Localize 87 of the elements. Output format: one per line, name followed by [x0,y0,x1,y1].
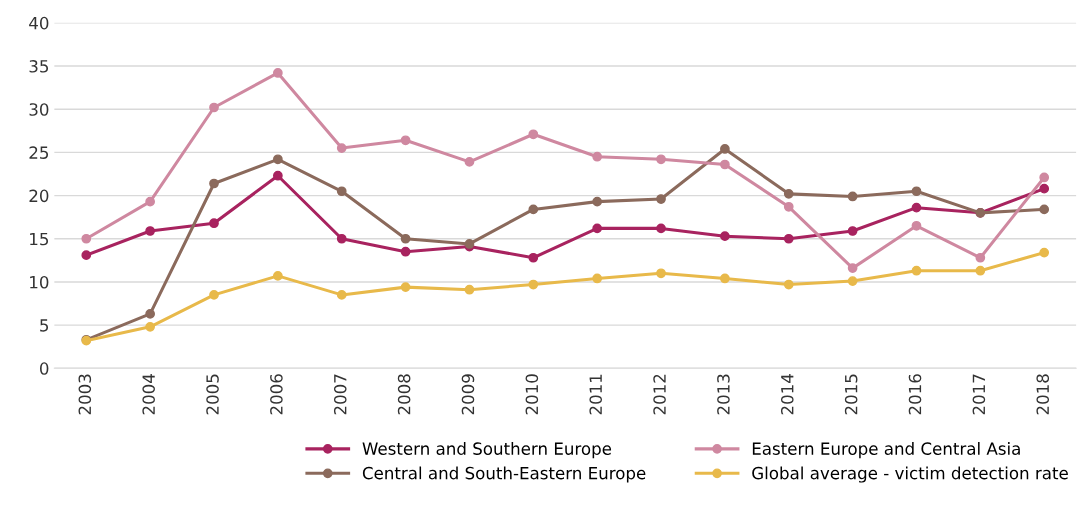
x-tick-label: 2004 [142,374,155,415]
point [911,220,922,231]
point [464,157,475,167]
y-tick-label: 40 [29,16,49,30]
point [783,201,794,212]
point [847,226,858,236]
point [783,188,794,199]
point [783,233,794,244]
point [592,273,603,284]
x-tick-label: 2010 [525,374,539,415]
legend-label: Global average - victim detection rate [752,466,1068,483]
point [400,246,411,257]
point [1039,204,1050,215]
point [528,129,539,140]
point [273,170,283,181]
point [656,223,666,234]
x-tick-label: 2016 [908,374,922,415]
x-tick-label: 2017 [972,374,986,415]
point [1039,172,1050,183]
point [592,196,603,207]
point [400,135,411,146]
point [720,144,730,154]
point [1039,183,1050,194]
x-tick-label: 2003 [78,374,92,415]
point [209,218,219,229]
point [336,143,347,153]
x-tick-label: 2015 [844,374,858,415]
x-tick-label: 2006 [270,374,283,415]
point [400,233,411,244]
point [656,268,666,279]
x-tick-label: 2012 [653,374,666,415]
point [528,279,539,290]
point [656,194,666,204]
legend-label: Eastern Europe and Central Asia [752,442,1020,459]
point [209,102,219,113]
point [528,204,539,215]
point [975,265,986,276]
y-tick-label: 15 [30,232,49,246]
y-tick-label: 20 [29,189,49,203]
point [656,154,666,165]
point [273,68,283,78]
y-tick-label: 35 [29,60,49,73]
point [592,223,603,234]
x-tick-label: 2005 [206,374,219,415]
x-tick-label: 2009 [461,374,475,415]
point [336,186,347,197]
point [911,265,922,276]
point [81,233,92,244]
x-tick-label: 2007 [333,374,347,415]
point [81,250,92,261]
point [847,263,858,273]
point [336,290,347,300]
x-tick-label: 2011 [589,374,603,415]
x-tick-label: 2013 [717,374,730,415]
y-tick-label: 10 [30,275,49,289]
legend-label: Western and Southern Europe [362,442,612,459]
point [720,231,730,242]
x-tick-label: 2014 [780,374,794,415]
y-tick-label: 5 [40,319,49,332]
point [528,252,539,263]
point [975,252,986,263]
point [145,321,156,332]
point [336,233,347,244]
point [847,276,858,286]
point [1039,247,1050,258]
x-tick-label: 2008 [397,374,411,415]
point [783,279,794,290]
point [273,154,283,165]
point [145,226,156,236]
point [273,271,283,281]
point [209,178,219,189]
point [720,159,730,170]
legend-label: Central and South-Eastern Europe [362,466,646,483]
point [911,186,922,197]
point [209,290,219,300]
point [592,151,603,162]
point [145,196,156,207]
point [464,284,475,295]
x-tick-label: 2018 [1036,374,1050,415]
point [847,191,858,202]
point [145,309,156,319]
point [400,282,411,292]
point [720,273,730,284]
point [911,202,922,213]
y-tick-label: 30 [29,103,49,116]
y-tick-label: 25 [29,146,49,159]
y-tick-label: 0 [39,362,49,375]
